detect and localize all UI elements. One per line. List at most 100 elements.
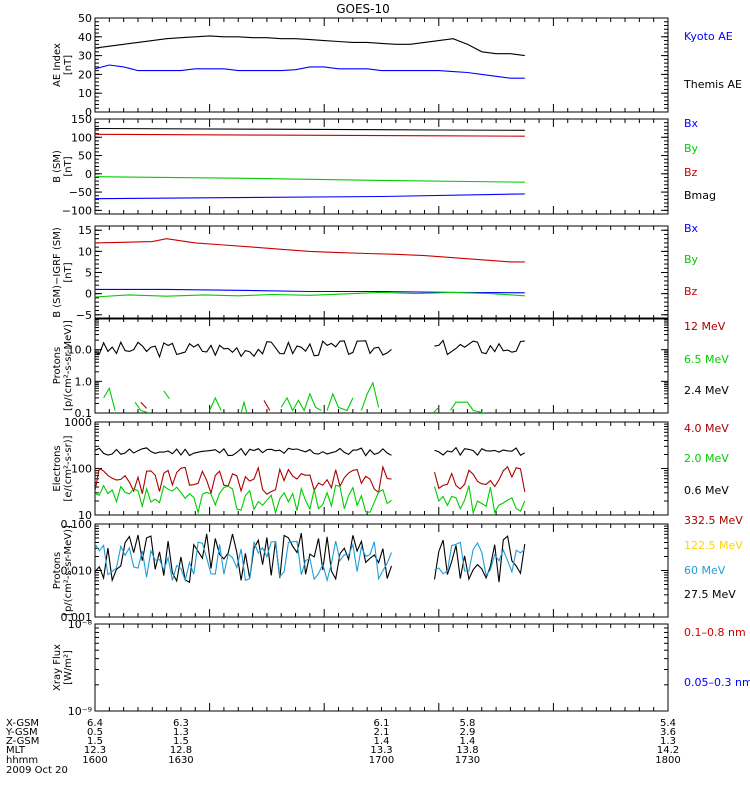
legend-entry: By [684,253,699,266]
y-tick-label: 5 [85,267,92,280]
legend-entry: Bz [684,285,698,298]
x-row-value: 1700 [369,755,394,766]
y-tick-label: 40 [78,31,92,44]
series-line-10 [449,401,485,413]
legend-entry: 0.05–0.3 nm [684,676,750,689]
x-row-value: 1.3 [173,727,189,738]
panel-protons_high: 0.001 0.010 0.100 Protons [p/(cm²-s-sr-MeV)]… [52,514,743,624]
legend-entry: Kyoto AE [684,30,733,43]
y-tick-label: 10 [78,509,92,522]
series-line-1 [95,540,393,583]
y-tick-label: 0 [85,288,92,301]
series-line-0 [95,238,525,263]
panel-frame [94,225,669,320]
series-line-7 [326,392,354,412]
series-line-1 [433,465,526,493]
series-group [95,339,525,413]
series-line-1 [103,386,116,411]
y-tick-label: 100 [71,463,92,476]
series-line-12 [263,400,271,411]
series-line-0 [95,127,525,131]
series-line-1 [95,133,525,137]
x-row-value: 14.2 [657,745,679,756]
y-tick-label: 30 [78,50,92,63]
series-line-0 [95,340,392,359]
x-row-value: 5.4 [660,718,676,729]
series-line-2 [95,484,392,515]
x-row-value: 6.4 [87,718,103,729]
y-tick-label: 50 [78,150,92,163]
series-line-0 [95,447,392,457]
x-row-value: 1.4 [374,736,390,747]
y-tick-label: 10 [78,87,92,100]
series-line-2 [95,176,525,183]
x-row-value: 6.3 [173,718,189,729]
series-group [95,127,525,200]
series-line-1 [95,464,392,496]
series-line-1 [95,64,525,79]
y-tick-label: −5 [76,309,92,322]
legend-entry: 0.1–0.8 nm [684,626,746,639]
x-row-value: 1.4 [459,736,475,747]
panel-frame [94,317,669,414]
legend-entry: 4.0 MeV [684,422,729,435]
series-group [95,35,525,79]
x-date-label: 2009 Oct 20 [6,765,68,776]
y-axis-unit: [p/(cm²-s-sr-MeV)] [63,320,74,411]
legend-entry: 27.5 MeV [684,588,736,601]
panel-ae: 0 10 20 30 40 50 AE Index [nT] Kyoto AE Themis AE [52,12,742,119]
x-row-value: 1800 [655,755,680,766]
series-line-3 [95,193,525,200]
x-row-value: 1.5 [173,736,189,747]
y-tick-label: 0.1 [75,407,93,420]
x-row-label: X-GSM [6,718,39,729]
y-axis-unit: [p/(cm²-s-sr-MeV)] [63,525,74,616]
x-row-value: 1630 [168,755,193,766]
x-row-value: 12.8 [170,745,192,756]
series-line-2 [433,485,526,515]
legend-entry: 2.4 MeV [684,384,729,397]
y-axis-unit: [e/(cm²-s-sr)] [63,435,74,501]
x-row-value: 6.1 [374,718,390,729]
series-line-9 [432,407,440,413]
y-tick-label: 10 [78,245,92,258]
x-row-value: 2.9 [459,727,475,738]
legend-entry: Themis AE [683,78,742,91]
y-axis-unit: [nT] [63,55,74,75]
y-tick-label: 0.001 [61,611,93,624]
x-row-label: MLT [6,745,26,756]
panel-protons_low: 0.1 1.0 10.0 Protons [p/(cm²-s-sr-MeV)] 12 Me… [52,317,729,420]
x-row-label: Y-GSM [5,727,38,738]
x-row-value: 13.8 [456,745,478,756]
panel-frame [94,17,669,113]
x-row-value: 1.5 [87,736,103,747]
y-axis-label: AE Index [52,43,63,87]
x-row-value: 2.1 [374,727,390,738]
series-line-1 [434,541,526,577]
x-row-label: Z-GSM [6,736,39,747]
chart-title: GOES-10 [336,2,390,16]
panel-frame [94,118,669,215]
x-row-value: 1730 [455,755,480,766]
series-line-5 [240,400,248,413]
y-tick-label: 150 [71,113,92,126]
x-row-value: 13.3 [370,745,392,756]
y-axis-label: Electrons [52,445,63,491]
y-tick-label: 10⁻⁹ [68,705,92,718]
x-row-value: 1.3 [660,736,676,747]
y-tick-label: 0.010 [61,565,93,578]
y-axis-label: B (SM)−IGRF (SM) [52,227,63,318]
series-line-0 [434,446,526,457]
y-axis-label: Protons [52,552,63,589]
series-group [95,238,525,298]
panel-electrons: 10 100 1000 Electrons [e/(cm²-s-sr)] 4.0 MeV 2… [52,416,729,522]
legend-entry: Bx [684,222,699,235]
legend-entry: Bz [684,166,698,179]
y-tick-label: 1.0 [75,375,93,388]
legend-entry: 332.5 MeV [684,514,743,527]
series-line-11 [140,401,148,409]
panel-frame [94,523,669,618]
legend-entry: Bmag [684,189,716,202]
y-axis-unit: [nT] [63,156,74,176]
